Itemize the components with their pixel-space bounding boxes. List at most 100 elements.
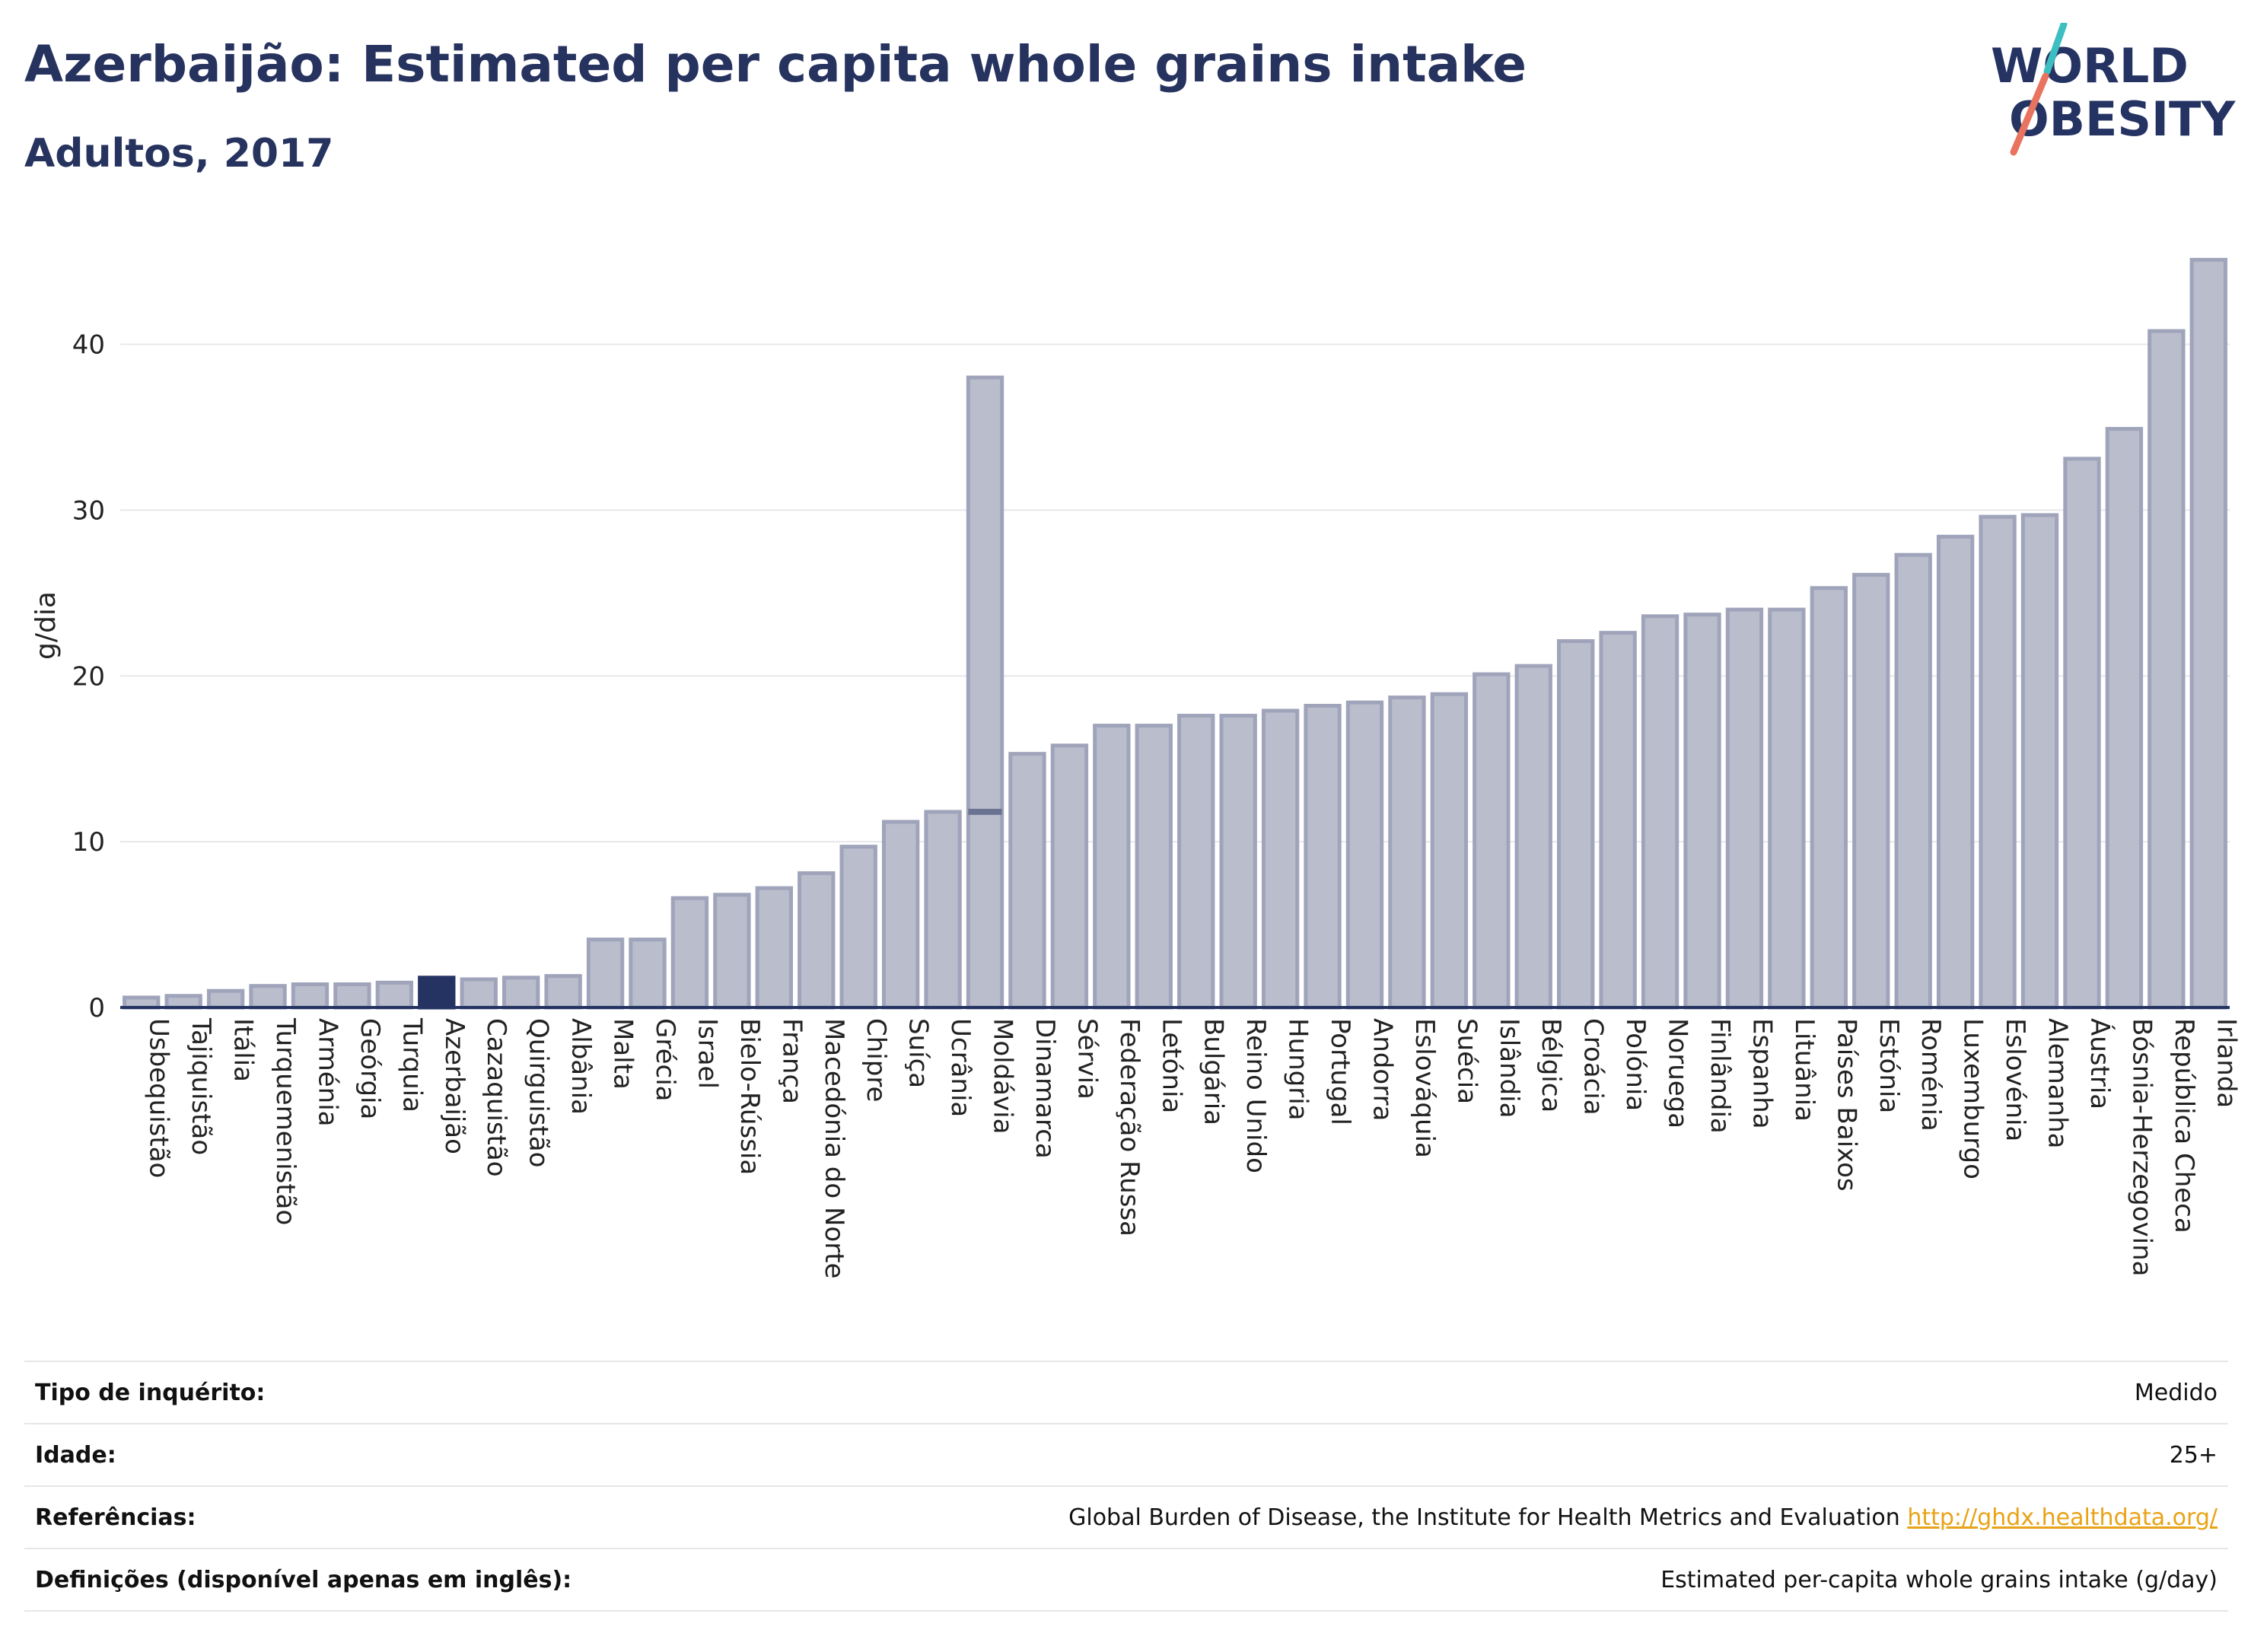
bar-suécia[interactable]: [1430, 692, 1469, 1010]
info-row-age: Idade: 25+: [24, 1423, 2228, 1486]
x-tick-label: Áustria: [2084, 1018, 2116, 1109]
bar-geórgia[interactable]: [333, 982, 371, 1010]
bar-quirguistão[interactable]: [502, 976, 540, 1010]
y-axis-label: g/dia: [30, 591, 62, 660]
x-tick-label: Tajiquistão: [186, 1017, 216, 1155]
bar-itália[interactable]: [206, 988, 245, 1010]
bar-islândia[interactable]: [1473, 672, 1511, 1010]
bar-bósnia-herzegovina[interactable]: [2105, 427, 2144, 1010]
x-tick-label: Irlanda: [2211, 1018, 2241, 1108]
bar-letónia[interactable]: [1135, 724, 1173, 1010]
x-tick-label: Croácia: [1578, 1018, 1609, 1116]
bar-grécia[interactable]: [629, 937, 667, 1010]
logo-slash-teal: [2043, 23, 2068, 75]
bar-malta[interactable]: [586, 937, 625, 1010]
bar-turquia[interactable]: [375, 980, 414, 1010]
x-tick-label: República Checa: [2169, 1018, 2199, 1233]
bar-república-checa[interactable]: [2148, 329, 2186, 1010]
bar-andorra[interactable]: [1345, 700, 1384, 1010]
bar-ucrânia[interactable]: [924, 810, 962, 1010]
x-tick-label: Bósnia-Herzegovina: [2126, 1018, 2157, 1277]
bar-áustria[interactable]: [2063, 457, 2101, 1010]
x-tick-label: Eslovénia: [2000, 1018, 2030, 1141]
x-tick-label: Albânia: [565, 1018, 596, 1115]
bar-polónia[interactable]: [1599, 631, 1637, 1010]
x-tick-label: Geórgia: [355, 1018, 385, 1119]
info-row-definitions: Definições (disponível apenas em inglês)…: [24, 1548, 2228, 1612]
info-value: 25+: [735, 1423, 2228, 1486]
x-tick-label: Estónia: [1874, 1018, 1904, 1113]
info-row-survey-type: Tipo de inquérito: Medido: [24, 1361, 2228, 1424]
x-tick-label: Itália: [228, 1018, 259, 1082]
x-tick-label: Usbequistão: [144, 1018, 174, 1178]
logo-word-obesity: OBESITY: [2009, 91, 2236, 147]
bar-noruega[interactable]: [1641, 614, 1679, 1010]
bar-lituânia[interactable]: [1768, 607, 1806, 1010]
x-tick-label: Luxemburgo: [1958, 1018, 1988, 1179]
bar-espanha[interactable]: [1725, 607, 1764, 1010]
info-table: Tipo de inquérito: Medido Idade: 25+ Ref…: [24, 1361, 2228, 1612]
info-value: Medido: [735, 1361, 2228, 1424]
bar-sérvia[interactable]: [1050, 743, 1089, 1010]
info-value: Global Burden of Disease, the Institute …: [735, 1485, 2228, 1549]
bar-cazaquistão[interactable]: [460, 977, 498, 1010]
bar-chipre[interactable]: [839, 845, 877, 1010]
bar-finlândia[interactable]: [1683, 613, 1721, 1010]
x-tick-label: Dinamarca: [1030, 1018, 1060, 1159]
x-tick-label: Letónia: [1156, 1018, 1186, 1113]
bar-federação-russa[interactable]: [1093, 724, 1131, 1010]
x-tick-label: Alemanha: [2042, 1018, 2073, 1149]
bar-azerbaijão[interactable]: [418, 976, 456, 1010]
y-tick-label: 20: [72, 661, 105, 692]
y-tick-label: 40: [72, 330, 105, 361]
y-tick-label: 10: [72, 827, 105, 858]
bar-moldávia[interactable]: [966, 375, 1005, 1010]
bar-bulgária[interactable]: [1177, 714, 1215, 1010]
y-tick-label: 30: [72, 495, 105, 526]
bar-luxemburgo[interactable]: [1936, 534, 1975, 1010]
x-tick-label: Portugal: [1325, 1018, 1355, 1125]
x-tick-label: Israel: [692, 1018, 722, 1089]
x-tick-label: França: [776, 1018, 807, 1104]
info-value: Estimated per-capita whole grains intake…: [735, 1548, 2228, 1612]
bar-eslovénia[interactable]: [1979, 514, 2017, 1010]
x-tick-label: Turquemenistão: [270, 1017, 301, 1225]
bar-tajiquistão[interactable]: [164, 994, 202, 1010]
x-tick-label: Espanha: [1746, 1018, 1777, 1129]
x-tick-label: Eslováquia: [1409, 1018, 1440, 1158]
bar-bélgica[interactable]: [1514, 664, 1552, 1010]
bar-bielo-rússia[interactable]: [713, 893, 751, 1010]
world-obesity-logo: WORLD OBESITY: [1991, 23, 2236, 156]
bar-albânia[interactable]: [544, 974, 582, 1010]
bar-croácia[interactable]: [1557, 639, 1595, 1010]
info-key: Definições (disponível apenas em inglês)…: [24, 1548, 736, 1612]
logo-word-world: WORLD: [1991, 38, 2189, 94]
bar-arménia[interactable]: [291, 982, 330, 1010]
info-key: Idade:: [24, 1423, 736, 1486]
bar-chart: 0 10 20 30 40 g/dia Usbequistão Tajiquistão Itál…: [30, 257, 2241, 1278]
bar-irlanda[interactable]: [2189, 257, 2227, 1010]
bar-dinamarca[interactable]: [1008, 752, 1046, 1010]
logo-slash-coral: [2010, 72, 2049, 156]
x-tick-label: Noruega: [1663, 1018, 1693, 1128]
bar-macedónia-do-norte[interactable]: [798, 871, 836, 1010]
bar-suíça[interactable]: [881, 820, 920, 1010]
bar-turquemenistão[interactable]: [249, 984, 287, 1010]
bar-estónia[interactable]: [1852, 572, 1890, 1010]
reference-link[interactable]: http://ghdx.healthdata.org/: [1907, 1504, 2218, 1531]
bar-reino-unido[interactable]: [1219, 714, 1257, 1010]
x-tick-label: Hungria: [1283, 1018, 1313, 1121]
bar-frança[interactable]: [755, 886, 793, 1010]
bar-hungria[interactable]: [1261, 708, 1300, 1010]
bar-portugal[interactable]: [1304, 703, 1342, 1010]
bar-israel[interactable]: [670, 896, 709, 1010]
bar-roménia[interactable]: [1894, 552, 1932, 1010]
x-tick-label: Suíça: [903, 1018, 934, 1088]
bar-eslováquia[interactable]: [1388, 695, 1426, 1010]
bar-países-baixos[interactable]: [1810, 586, 1848, 1010]
x-tick-label: Bélgica: [1536, 1018, 1566, 1112]
x-tick-label: Arménia: [312, 1018, 342, 1127]
x-tick-label: Azerbaijão: [439, 1018, 470, 1154]
bar-alemanha[interactable]: [2020, 513, 2059, 1010]
reference-text: Global Burden of Disease, the Institute …: [1068, 1504, 1900, 1531]
